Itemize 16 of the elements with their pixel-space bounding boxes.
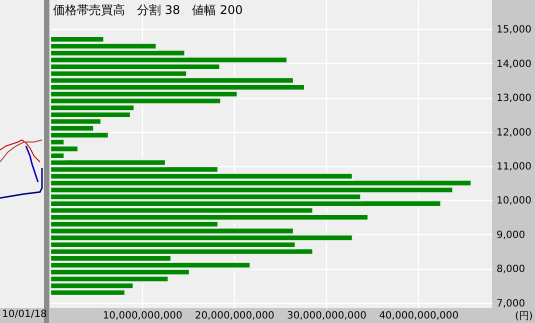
y-tick-label: 8,000 (496, 264, 526, 276)
text: 10/01/18 (2, 309, 47, 320)
y-tick-label: 15,000 (496, 24, 532, 36)
chart-title: 価格帯売買高 分割 38 値幅 200 (53, 2, 243, 19)
x-tick-label: 30,000,000,000 (286, 310, 367, 322)
x-tick-label: 10,000,000,000 (102, 310, 182, 322)
y-tick-label: 14,000 (496, 58, 532, 70)
y-tick-label: 12,000 (496, 127, 532, 138)
text: (円) (515, 310, 533, 323)
y-tick-label: 10,000 (496, 196, 532, 207)
y-tick-label: 13,000 (496, 93, 532, 104)
y-tick-label: 7,000 (496, 298, 526, 310)
x-tick-label: 40,000,000,000 (379, 310, 459, 322)
y-tick-label: 9,000 (496, 230, 526, 241)
x-tick-label: 20,000,000,000 (194, 310, 274, 322)
y-tick-label: 11,000 (496, 161, 532, 172)
